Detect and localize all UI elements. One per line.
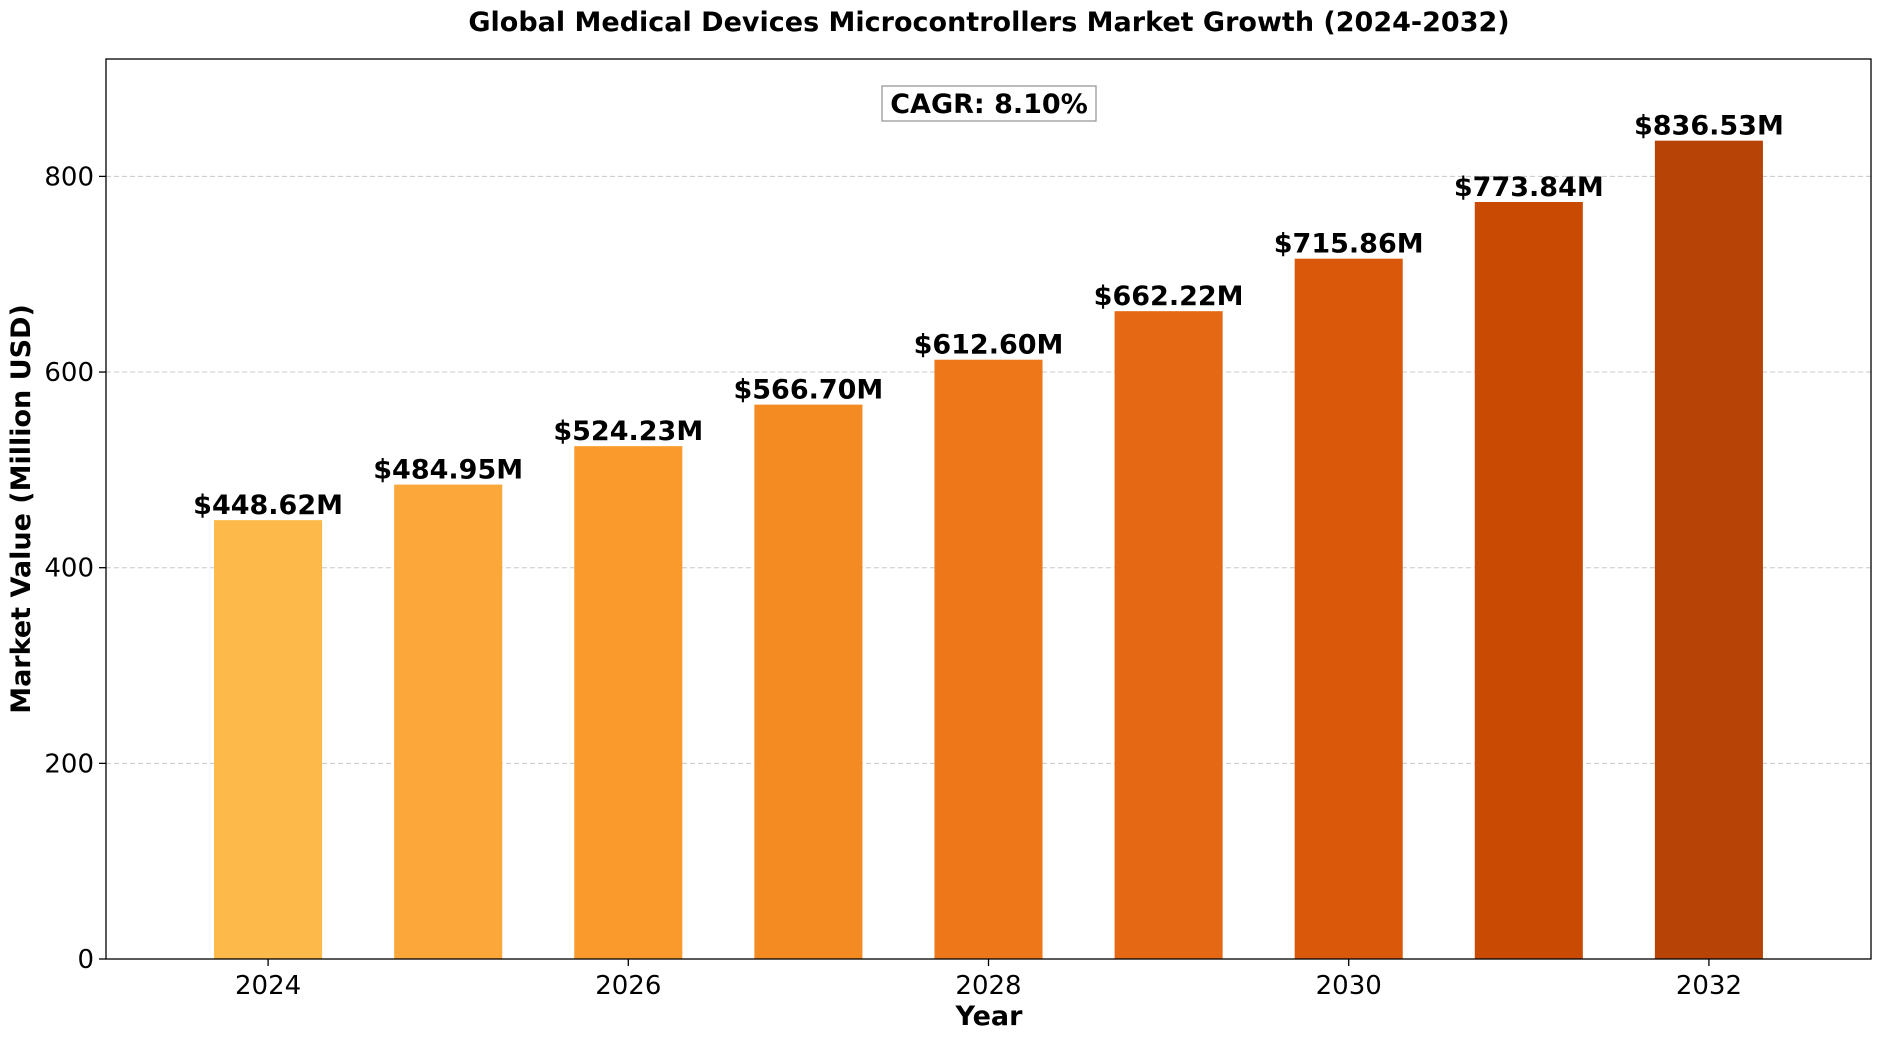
bar (1654, 140, 1763, 959)
bar-value-label: $484.95M (373, 455, 523, 486)
bar-value-label: $566.70M (733, 375, 883, 406)
chart-title: Global Medical Devices Microcontrollers … (468, 7, 1509, 38)
bar-value-label: $662.22M (1094, 281, 1244, 312)
y-axis-label: Market Value (Million USD) (6, 304, 37, 714)
bar (1294, 258, 1403, 960)
cagr-annotation: CAGR: 8.10% (881, 85, 1097, 122)
bar-value-label: $836.53M (1634, 111, 1784, 142)
bar-value-label: $448.62M (193, 490, 343, 521)
bar (1114, 311, 1223, 959)
bars (214, 140, 1763, 960)
bar-value-label: $524.23M (553, 416, 703, 447)
bar (394, 484, 503, 959)
cagr-annotation-text: CAGR: 8.10% (890, 89, 1088, 120)
bar (214, 520, 323, 959)
x-tick-label: 2028 (955, 971, 1021, 1001)
bar-value-labels: $448.62M $484.95M $524.23M $566.70M $612.60M… (193, 111, 1784, 521)
x-tick-label: 2032 (1676, 971, 1742, 1001)
y-tick-label: 200 (44, 749, 94, 779)
x-tick-label: 2030 (1316, 971, 1382, 1001)
x-tick-label: 2024 (235, 971, 301, 1001)
bar-value-label: $612.60M (914, 330, 1064, 361)
bar (574, 446, 683, 960)
cagr-annotation-box (881, 85, 1097, 122)
bar (934, 359, 1043, 959)
bar (1474, 201, 1583, 959)
y-axis-ticks: 0 200 400 600 800 (44, 162, 106, 975)
bar-value-label: $773.84M (1454, 172, 1604, 203)
y-tick-label: 800 (44, 162, 94, 192)
bar (754, 404, 863, 959)
y-tick-label: 0 (77, 945, 94, 975)
x-tick-label: 2026 (595, 971, 661, 1001)
bar-value-label: $715.86M (1274, 229, 1424, 260)
x-axis-ticks: 2024 2026 2028 2030 2032 (235, 959, 1742, 1001)
y-tick-label: 400 (44, 554, 94, 584)
y-tick-label: 600 (44, 358, 94, 388)
x-axis-label: Year (955, 1001, 1024, 1032)
